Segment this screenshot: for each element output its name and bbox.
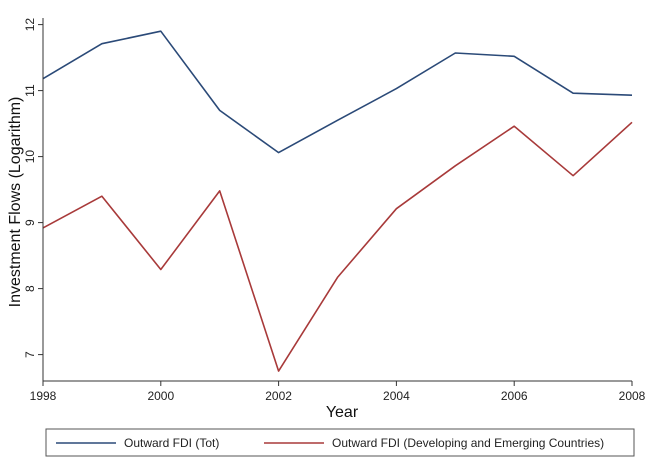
x-tick-label: 2006 — [501, 389, 528, 403]
legend-label-0: Outward FDI (Tot) — [124, 436, 219, 450]
legend: Outward FDI (Tot) Outward FDI (Developing… — [45, 428, 635, 457]
x-tick-label: 2000 — [147, 389, 174, 403]
x-tick-label: 1998 — [30, 389, 57, 403]
y-tick-label: 12 — [23, 18, 37, 32]
x-tick-label: 2004 — [383, 389, 410, 403]
x-tick-label: 2002 — [265, 389, 292, 403]
legend-label-1: Outward FDI (Developing and Emerging Cou… — [332, 436, 604, 450]
y-axis-title: Investment Flows (Logarithm) — [7, 97, 24, 308]
y-tick-label: 9 — [23, 219, 37, 226]
series-line-0 — [42, 30, 633, 154]
y-tick-label: 7 — [23, 351, 37, 358]
x-tick-label: 2008 — [619, 389, 646, 403]
y-tick-label: 11 — [23, 84, 37, 97]
series-line-1 — [42, 121, 633, 372]
y-tick-label: 8 — [23, 285, 37, 292]
x-axis: 1998 2000 2002 2004 2006 2008 — [30, 380, 646, 403]
y-axis: 7 8 9 10 11 12 — [23, 18, 44, 381]
legend-box — [45, 428, 635, 457]
plot-area — [42, 30, 633, 372]
x-axis-title: Year — [326, 404, 359, 421]
y-tick-label: 10 — [23, 150, 37, 164]
